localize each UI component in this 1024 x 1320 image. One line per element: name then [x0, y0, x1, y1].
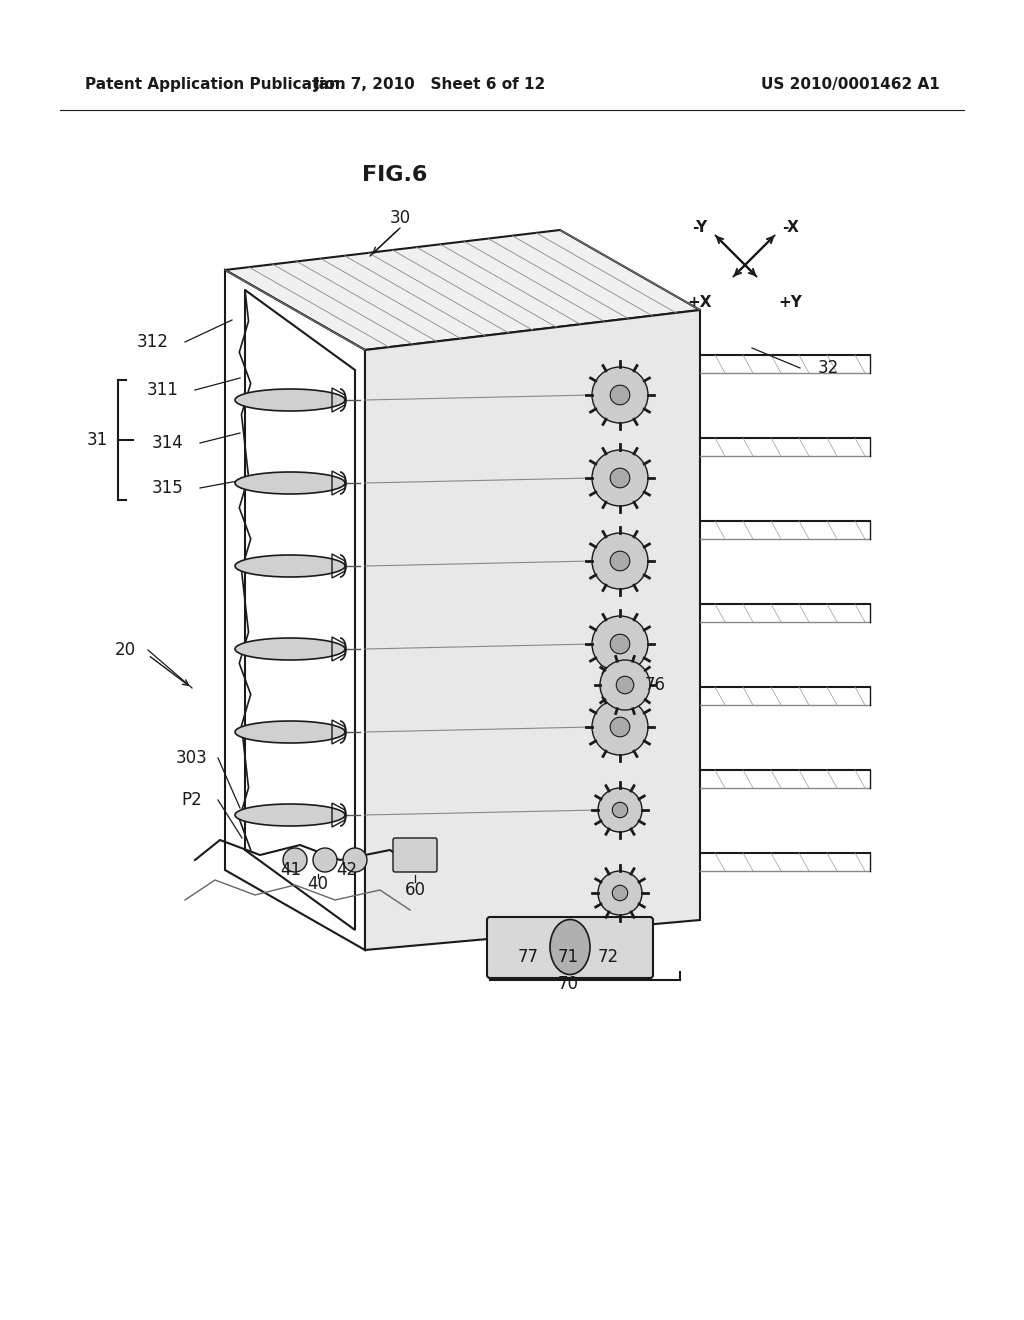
Circle shape: [592, 700, 648, 755]
Ellipse shape: [234, 554, 345, 577]
Circle shape: [616, 676, 634, 694]
Text: 72: 72: [597, 948, 618, 966]
Circle shape: [313, 847, 337, 873]
Text: 303: 303: [176, 748, 208, 767]
Circle shape: [600, 660, 650, 710]
Ellipse shape: [234, 721, 345, 743]
Text: 41: 41: [281, 861, 301, 879]
Circle shape: [283, 847, 307, 873]
Circle shape: [610, 552, 630, 570]
Text: 311: 311: [147, 381, 179, 399]
Text: 312: 312: [137, 333, 169, 351]
Text: 31: 31: [87, 432, 108, 449]
Text: US 2010/0001462 A1: US 2010/0001462 A1: [761, 78, 939, 92]
Text: 30: 30: [389, 209, 411, 227]
Ellipse shape: [234, 638, 345, 660]
Circle shape: [592, 533, 648, 589]
Circle shape: [592, 450, 648, 506]
Circle shape: [598, 871, 642, 915]
Text: 315: 315: [153, 479, 184, 498]
Text: 76: 76: [644, 676, 666, 694]
Text: 42: 42: [337, 861, 357, 879]
Text: 32: 32: [817, 359, 839, 378]
Text: -X: -X: [782, 220, 799, 235]
Ellipse shape: [234, 473, 345, 494]
Text: 60: 60: [404, 880, 426, 899]
Text: -Y: -Y: [692, 220, 708, 235]
Text: 71: 71: [557, 948, 579, 966]
Text: 40: 40: [307, 875, 329, 894]
Circle shape: [598, 788, 642, 832]
Circle shape: [610, 634, 630, 653]
FancyBboxPatch shape: [487, 917, 653, 978]
Circle shape: [610, 469, 630, 488]
Circle shape: [610, 717, 630, 737]
Circle shape: [343, 847, 367, 873]
Polygon shape: [225, 230, 700, 350]
Text: 70: 70: [557, 975, 579, 993]
Polygon shape: [365, 310, 700, 950]
Text: 77: 77: [517, 948, 539, 966]
Text: Jan. 7, 2010   Sheet 6 of 12: Jan. 7, 2010 Sheet 6 of 12: [314, 78, 546, 92]
Circle shape: [592, 367, 648, 422]
Text: FIG.6: FIG.6: [362, 165, 428, 185]
Circle shape: [592, 616, 648, 672]
Text: Patent Application Publication: Patent Application Publication: [85, 78, 346, 92]
Text: +Y: +Y: [778, 294, 803, 310]
Text: +X: +X: [687, 294, 712, 310]
Circle shape: [610, 385, 630, 405]
Ellipse shape: [550, 920, 590, 974]
Text: 20: 20: [115, 642, 135, 659]
Circle shape: [612, 803, 628, 817]
Polygon shape: [225, 271, 365, 950]
Circle shape: [612, 886, 628, 900]
Ellipse shape: [234, 804, 345, 826]
Text: 314: 314: [153, 434, 184, 451]
Text: P2: P2: [181, 791, 203, 809]
Ellipse shape: [234, 389, 345, 411]
FancyBboxPatch shape: [393, 838, 437, 873]
